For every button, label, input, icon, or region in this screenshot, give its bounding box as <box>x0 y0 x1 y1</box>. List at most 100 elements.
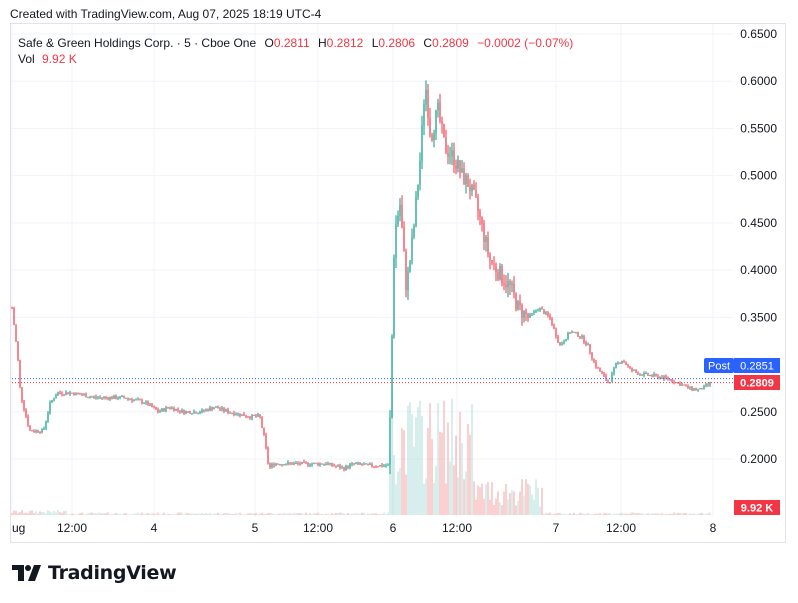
volume-bar <box>323 514 325 515</box>
candle-body <box>687 385 689 388</box>
volume-bar <box>211 514 213 515</box>
candle-body <box>583 335 585 343</box>
volume-bar <box>221 514 223 515</box>
volume-bar <box>155 514 157 515</box>
candle-body <box>649 375 651 377</box>
volume-bar <box>471 404 473 515</box>
volume-bar <box>617 513 619 515</box>
candle-body <box>629 366 631 369</box>
symbol-title[interactable]: Safe & Green Holdings Corp. · 5 · Cboe O… <box>18 36 257 50</box>
candle-body <box>517 301 519 310</box>
volume-bar <box>175 513 177 515</box>
candle-body <box>577 332 579 337</box>
candle-body <box>683 384 685 386</box>
candle-body <box>509 281 511 286</box>
candle-body <box>59 392 61 394</box>
price-tick-label: 0.2500 <box>740 405 777 419</box>
candle-body <box>333 465 335 467</box>
volume-bar <box>21 510 23 515</box>
candle-body <box>221 407 223 410</box>
volume-bar <box>361 512 363 515</box>
volume-bar <box>433 483 435 515</box>
volume-bar <box>357 513 359 515</box>
volume-bar <box>369 513 371 515</box>
volume-badge-bg <box>734 500 780 515</box>
candle-body <box>313 462 315 464</box>
volume-bar <box>363 512 365 515</box>
candle-body <box>31 430 33 432</box>
candle-body <box>293 463 295 465</box>
candle-body <box>699 388 701 390</box>
candle-body <box>437 102 439 111</box>
time-tick-label: ug <box>12 521 25 535</box>
volume-bar <box>167 513 169 515</box>
volume-bar <box>393 455 395 515</box>
candle-body <box>61 393 63 395</box>
candle-body <box>521 305 523 318</box>
candle-body <box>513 283 515 294</box>
tradingview-logo[interactable]: TradingView <box>12 562 177 584</box>
created-with-text: Created with TradingView.com, Aug 07, 20… <box>10 7 322 21</box>
volume-bar <box>307 514 309 515</box>
close-value: 0.2809 <box>432 36 469 50</box>
candle-body <box>443 124 445 138</box>
candle-body <box>579 336 581 338</box>
candle-body <box>325 464 327 466</box>
volume-bar <box>353 513 355 515</box>
volume-bar <box>29 510 31 515</box>
volume-bar <box>425 478 427 515</box>
candle-body <box>611 373 613 383</box>
change-value: −0.0002 (−0.07%) <box>477 36 574 50</box>
volume-bar <box>131 514 133 515</box>
candle-body <box>17 341 19 361</box>
candle-body <box>285 464 287 466</box>
volume-bar <box>97 512 99 515</box>
low-label: L <box>371 36 379 50</box>
candle-body <box>589 344 591 353</box>
candle-body <box>353 463 355 465</box>
time-tick-label: 12:00 <box>303 521 333 535</box>
candle-body <box>279 464 281 466</box>
candle-body <box>165 407 167 412</box>
candle-body <box>261 416 263 428</box>
candle-body <box>229 412 231 414</box>
candle-body <box>155 407 157 410</box>
volume-bar <box>273 514 275 515</box>
volume-bar <box>113 513 115 515</box>
candle-body <box>451 150 453 156</box>
volume-bar <box>629 513 631 515</box>
volume-bar <box>377 513 379 515</box>
price-tick-label: 0.5500 <box>740 121 777 135</box>
candle-body <box>413 225 415 237</box>
candle-body <box>445 137 447 154</box>
volume-bar <box>439 431 441 515</box>
volume-bar <box>605 513 607 515</box>
candle-body <box>267 447 269 464</box>
volume-bar <box>503 491 505 515</box>
volume-bar <box>395 484 397 515</box>
volume-bar <box>387 512 389 515</box>
candle-body <box>161 408 163 412</box>
candle-body <box>483 223 485 242</box>
candle-body <box>143 403 145 405</box>
volume-bar <box>299 513 301 515</box>
volume-bar <box>337 513 339 515</box>
candle-body <box>241 414 243 416</box>
candle-body <box>315 462 317 464</box>
volume-bar <box>561 513 563 515</box>
close-label: C <box>423 36 433 50</box>
candle-body <box>423 104 425 125</box>
candle-body <box>653 374 655 377</box>
candle-body <box>73 393 75 396</box>
candle-body <box>551 318 553 326</box>
volume-bar <box>125 513 127 515</box>
candle-body <box>33 431 35 433</box>
candle-body <box>175 408 177 411</box>
volume-bar <box>515 505 517 515</box>
open-value: 0.2811 <box>273 36 310 50</box>
candle-body <box>525 310 527 314</box>
volume-bar <box>313 512 315 515</box>
volume-bar <box>633 512 635 515</box>
volume-bar <box>497 491 499 515</box>
